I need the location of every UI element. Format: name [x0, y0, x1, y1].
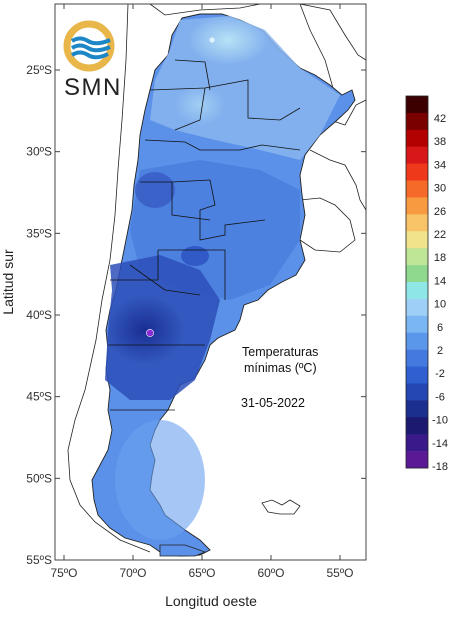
y-tick-label: 35ºS: [26, 226, 52, 240]
colorbar-swatch: [406, 383, 428, 401]
annotation-line1: Temperaturas: [242, 345, 318, 359]
y-tick-label: 30ºS: [26, 145, 52, 159]
colorbar-swatch: [406, 231, 428, 249]
northeast-warm-zone: [188, 15, 268, 65]
colorbar-label: 2: [437, 345, 443, 357]
colorbar-swatch: [406, 332, 428, 350]
colorbar-swatch: [406, 197, 428, 215]
colorbar-swatch: [406, 129, 428, 148]
annotation-line2: mínimas (ºC): [244, 361, 317, 375]
colorbar: 42 38 34 30 26 22 18 14 10 6 2 -2 -6 -10 -14 -18: [405, 95, 448, 473]
y-tick-label: 45ºS: [26, 390, 52, 404]
colorbar-label: 14: [434, 275, 446, 287]
colorbar-swatch: [406, 163, 428, 181]
warm-marker: [209, 37, 215, 43]
annotation-date: 31-05-2022: [241, 396, 305, 410]
patagonia-coldest-spot: [105, 295, 185, 365]
colorbar-swatch: [406, 146, 428, 164]
colorbar-swatch: [406, 417, 428, 435]
y-axis-title: Latitud sur: [0, 249, 16, 315]
cold-minimum-marker: [146, 329, 154, 337]
colorbar-swatch: [406, 434, 428, 452]
logo-waves: [70, 36, 111, 60]
logo-text: SMN: [64, 74, 122, 101]
y-tick-label: 25ºS: [26, 63, 52, 77]
colorbar-label: 42: [434, 113, 446, 125]
colorbar-swatch: [406, 451, 428, 469]
colorbar-label: 22: [434, 229, 446, 241]
colorbar-swatch: [406, 96, 428, 114]
x-tick-label: 75ºO: [50, 566, 77, 580]
colorbar-swatch: [406, 366, 428, 384]
colorbar-label: 26: [434, 206, 446, 218]
colorbar-label: 10: [434, 299, 446, 311]
colorbar-label: -10: [432, 415, 448, 427]
colorbar-swatch: [406, 214, 428, 232]
y-axis: 25ºS 30ºS 35ºS 40ºS 45ºS 50ºS 55ºS: [26, 63, 366, 567]
colorbar-label: 18: [434, 252, 446, 264]
smn-logo: SMN: [63, 20, 122, 101]
colorbar-swatch: [406, 112, 428, 131]
colorbar-swatch: [406, 265, 428, 283]
colorbar-swatch: [406, 248, 428, 266]
colorbar-label: -2: [435, 368, 445, 380]
southern-brazil-coast: [309, 149, 366, 211]
bolivia-border: [149, 4, 261, 16]
uruguay-outline: [299, 197, 356, 253]
colorbar-swatch: [406, 180, 428, 198]
y-tick-label: 50ºS: [26, 471, 52, 485]
cuyo-cold-spot: [135, 172, 175, 208]
south-light-zone: [115, 420, 205, 540]
colorbar-label: -14: [432, 438, 448, 450]
chile-outline: [67, 4, 151, 553]
colorbar-label: 6: [437, 322, 443, 334]
colorbar-label: -18: [432, 461, 448, 473]
colorbar-swatch: [406, 400, 428, 418]
map-area: [67, 4, 366, 557]
colorbar-border: [405, 95, 429, 469]
x-tick-label: 60ºO: [257, 566, 284, 580]
province-borders: [108, 59, 301, 411]
logo-ring: [63, 20, 115, 72]
x-tick-label: 65ºO: [188, 566, 215, 580]
x-axis: 75ºO 70ºO 65ºO 60ºO 55ºO: [50, 4, 354, 580]
colorbar-swatch: [406, 298, 428, 317]
colorbar-label: 34: [434, 159, 446, 171]
colorbar-swatch: [406, 315, 428, 334]
tierra-del-fuego: [159, 544, 207, 557]
northwest-warm-zone: [175, 85, 225, 125]
colorbar-label: 30: [434, 183, 446, 195]
colorbar-label: 38: [434, 136, 446, 148]
colorbar-swatch: [406, 349, 428, 367]
colorbar-label: -6: [435, 391, 445, 403]
colorbar-swatch: [406, 282, 428, 300]
central-cold-spot: [181, 246, 209, 266]
y-tick-label: 55ºS: [26, 553, 52, 567]
x-tick-label: 55ºO: [326, 566, 353, 580]
brazil-border: [299, 4, 366, 61]
x-tick-label: 70ºO: [119, 566, 146, 580]
malvinas-islands: [261, 499, 301, 515]
x-axis-title: Longitud oeste: [165, 593, 257, 609]
y-tick-label: 40ºS: [26, 308, 52, 322]
